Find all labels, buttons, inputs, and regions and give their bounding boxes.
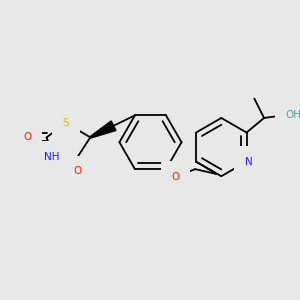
Polygon shape (90, 121, 116, 138)
Text: O: O (23, 132, 31, 142)
Text: O: O (74, 167, 82, 176)
Text: N: N (244, 157, 252, 166)
Text: OH: OH (285, 110, 300, 120)
Text: NH: NH (44, 152, 59, 162)
Text: O: O (172, 172, 180, 182)
Text: S: S (63, 118, 69, 128)
